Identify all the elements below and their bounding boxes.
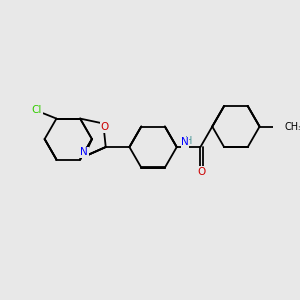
Text: CH₃: CH₃: [284, 122, 300, 131]
Text: H: H: [185, 136, 192, 146]
Text: N: N: [181, 137, 189, 148]
Text: N: N: [80, 147, 88, 157]
Text: O: O: [197, 167, 206, 177]
Text: O: O: [100, 122, 108, 132]
Text: Cl: Cl: [32, 105, 42, 115]
